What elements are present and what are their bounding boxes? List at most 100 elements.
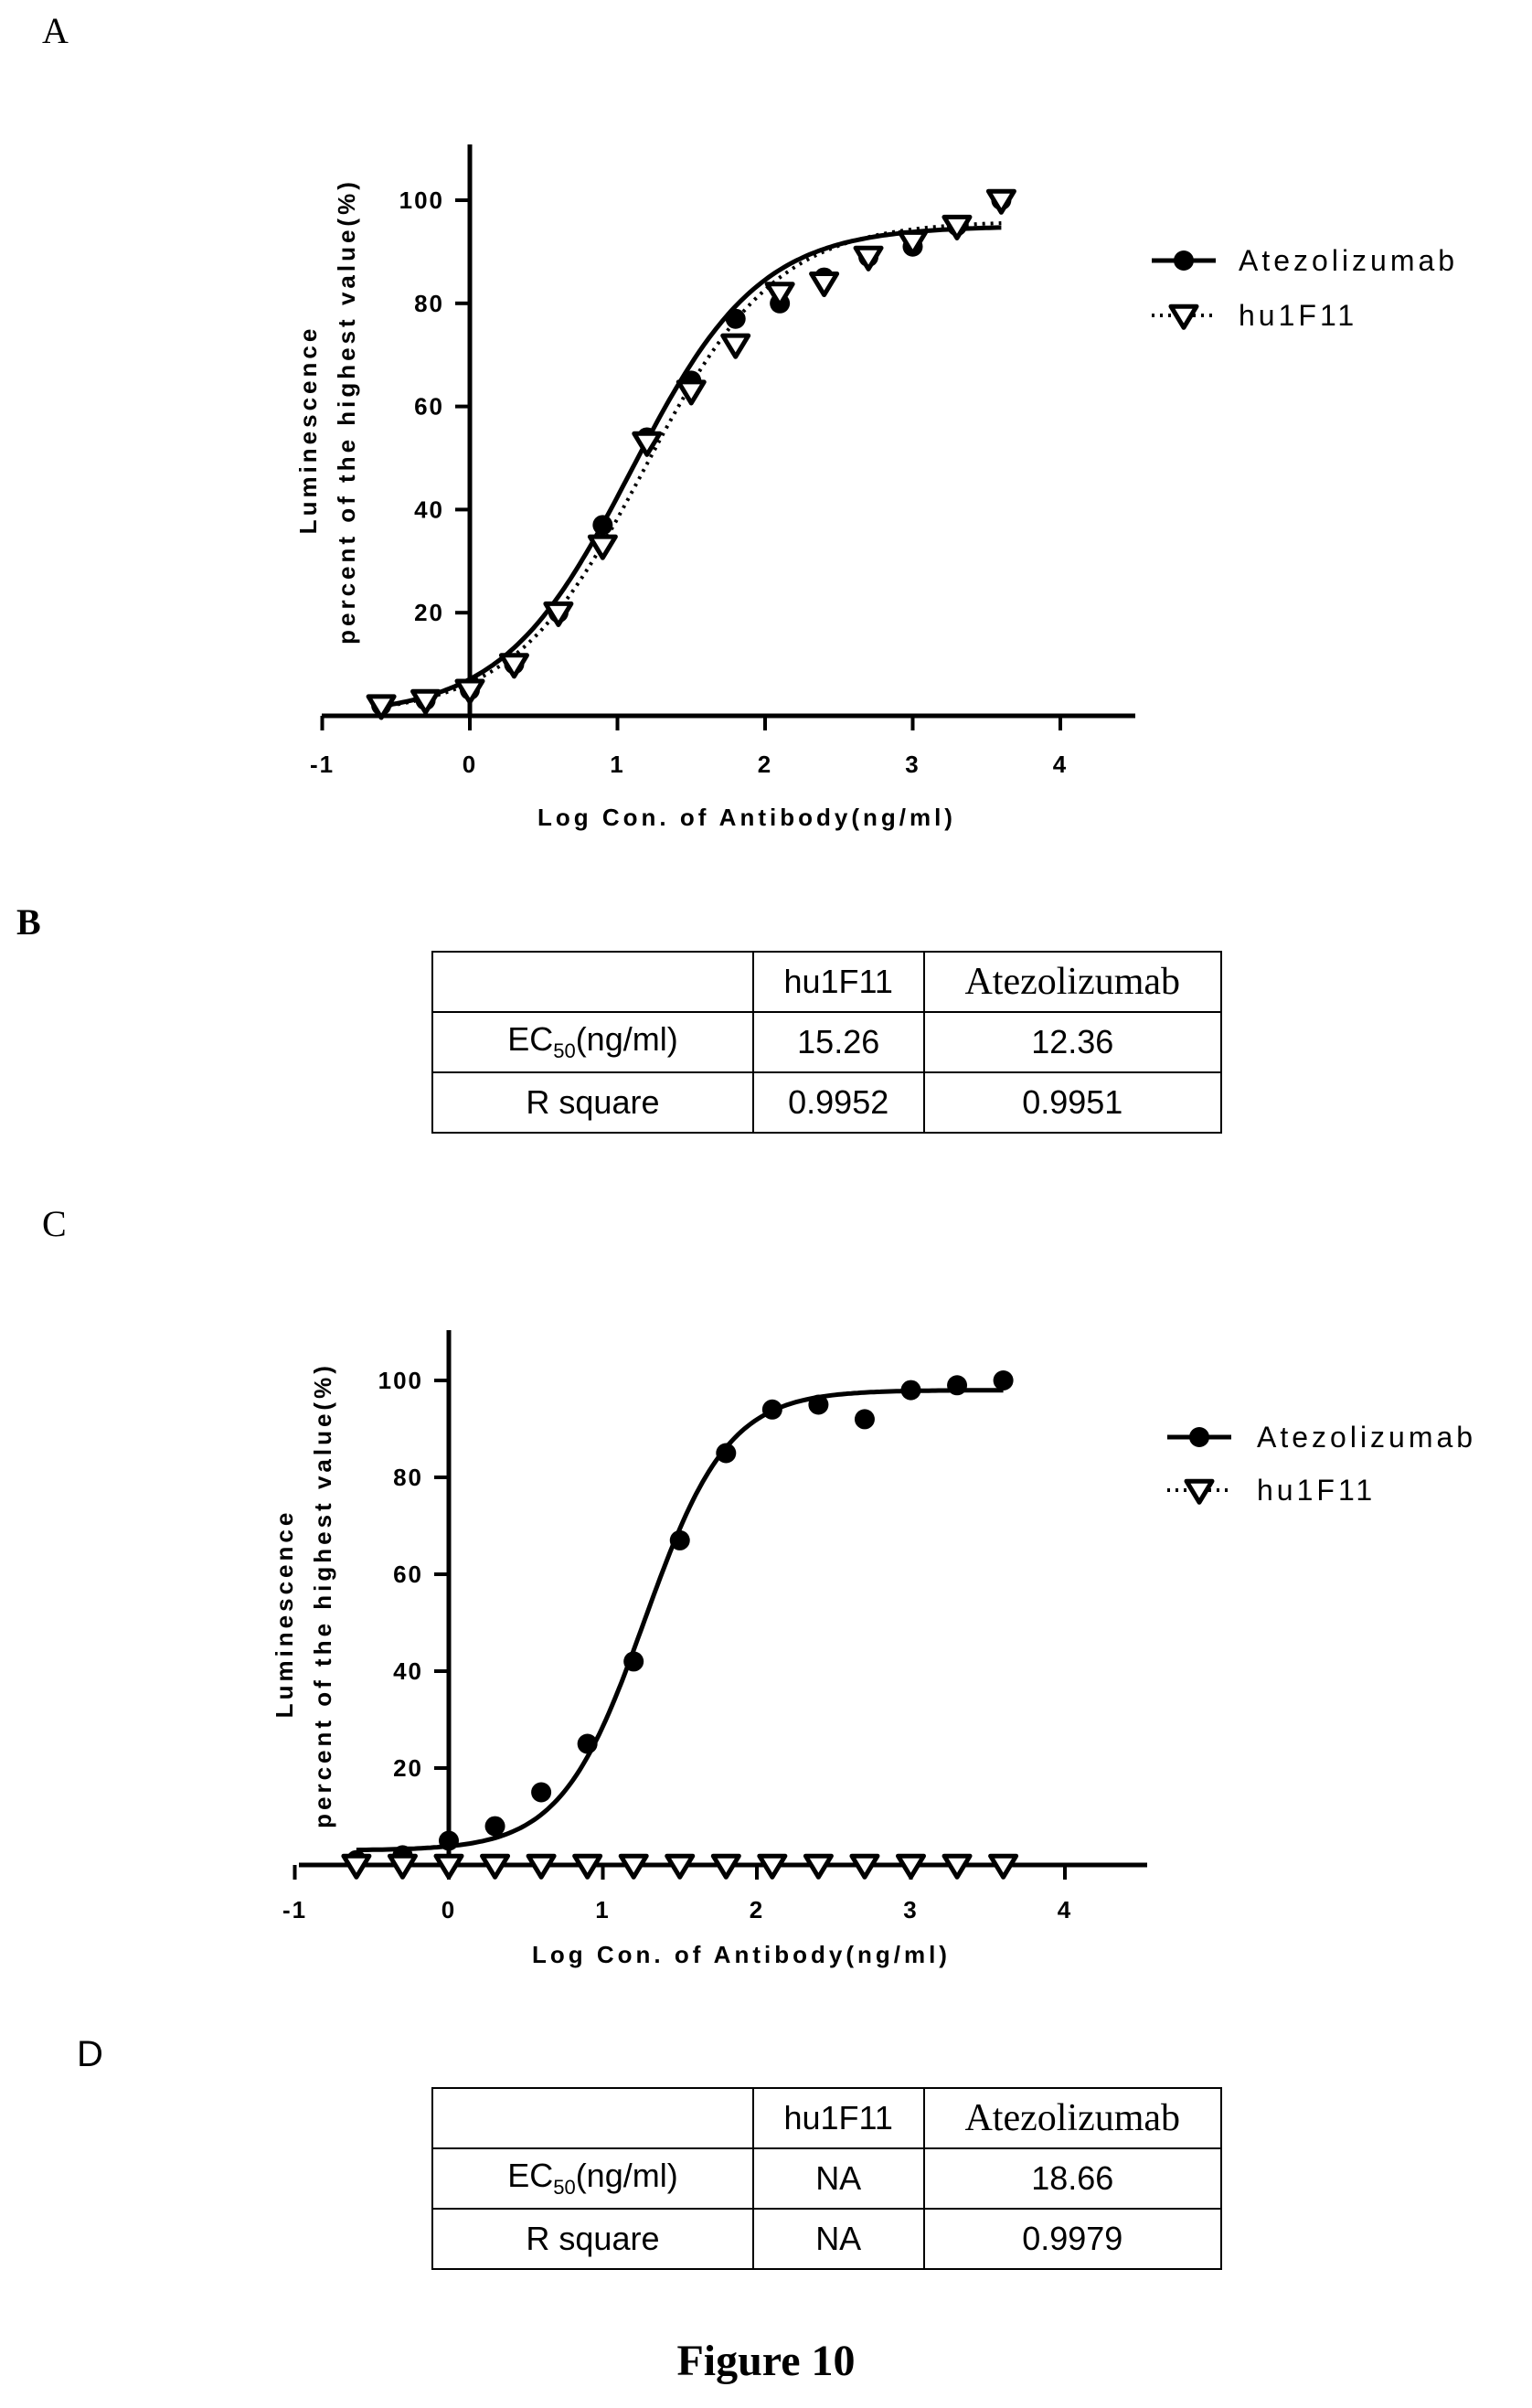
x-axis-label: Log Con. of Antibody(ng/ml)	[532, 1941, 951, 1968]
chart-c: -1 0 1 2 3 4 20 40 60 80 100 Log Con. of Antibody(n…	[271, 1330, 1473, 1968]
data-point-hu1f11	[572, 1853, 603, 1880]
legend-label-atezolizumab: Atezolizumab	[1239, 244, 1458, 277]
data-point-atezolizumab	[947, 1375, 968, 1396]
x-tick-label: 1	[610, 751, 624, 778]
data-point-hu1f11	[896, 1853, 926, 1880]
ec-unit: (ng/ml)	[575, 1020, 678, 1059]
x-tick-label: 0	[463, 751, 477, 778]
data-point-hu1f11	[942, 214, 973, 240]
data-point-hu1f11	[898, 229, 928, 256]
y-tick-label: 80	[414, 290, 444, 317]
legend-label-hu1f11: hu1F11	[1239, 299, 1357, 332]
data-point-atezolizumab	[854, 1409, 875, 1430]
data-point-atezolizumab	[993, 1370, 1014, 1390]
chart-a: -1 0 1 2 3 4 20 40 60 80 100 Log Con. of Antibody(n…	[294, 144, 1458, 831]
table-b-header-row: hu1F11 Atezolizumab	[431, 951, 1223, 1013]
table-d-ec50-atezolizumab: 18.66	[922, 2147, 1223, 2210]
table-b-header-hu1f11: hu1F11	[751, 951, 925, 1013]
legend-marker-atezolizumab	[1174, 250, 1194, 271]
y-axis-label-line1: Luminescence	[271, 1509, 298, 1719]
data-point-hu1f11	[665, 1853, 696, 1880]
ec-subscript: 50	[553, 2176, 576, 2200]
y-tick-label: 40	[414, 495, 444, 523]
table-d-rsquare-label: R square	[431, 2208, 754, 2270]
y-tick-label: 20	[414, 599, 444, 626]
data-point-atezolizumab	[669, 1529, 690, 1550]
table-d-header-atezolizumab: Atezolizumab	[922, 2087, 1223, 2149]
y-axis-label-line2: percent of the highest value(%)	[309, 1362, 336, 1828]
data-point-hu1f11	[676, 379, 707, 406]
data-point-hu1f11	[498, 653, 529, 679]
data-point-hu1f11	[803, 1853, 834, 1880]
x-tick-label: 3	[905, 751, 920, 778]
data-point-hu1f11	[433, 1853, 464, 1880]
data-point-hu1f11	[632, 431, 663, 457]
panel-label-b: B	[16, 901, 41, 943]
y-tick-label: 100	[378, 1367, 423, 1394]
ec-text: EC	[507, 1020, 554, 1059]
table-b-row-rsquare: R square 0.9952 0.9951	[431, 1071, 1223, 1134]
data-point-hu1f11	[543, 601, 574, 627]
data-point-atezolizumab	[808, 1394, 829, 1415]
data-point-hu1f11	[618, 1853, 649, 1880]
data-point-atezolizumab	[531, 1782, 552, 1803]
data-point-atezolizumab	[592, 515, 613, 536]
data-point-hu1f11	[410, 688, 442, 715]
legend-marker-atezolizumab	[1189, 1427, 1209, 1447]
figure-caption: Figure 10	[676, 2337, 856, 2385]
y-tick-label: 40	[393, 1657, 423, 1685]
data-point-atezolizumab	[725, 308, 746, 329]
data-point-atezolizumab	[439, 1830, 459, 1851]
y-axis-label-line2: percent of the highest value(%)	[333, 178, 360, 645]
data-point-hu1f11	[341, 1853, 372, 1880]
data-point-hu1f11	[587, 534, 618, 560]
panel-label-a: A	[42, 10, 69, 51]
legend-marker-hu1f11	[1168, 304, 1199, 330]
table-b-ec50-label: EC50(ng/ml)	[431, 1011, 754, 1073]
table-d-row-ec50: EC50(ng/ml) NA 18.66	[431, 2147, 1223, 2210]
ec-subscript: 50	[553, 1039, 576, 1063]
x-tick-label: -1	[310, 751, 335, 778]
table-d: hu1F11 Atezolizumab EC50(ng/ml) NA 18.66…	[431, 2087, 1223, 2270]
data-point-hu1f11	[366, 694, 397, 720]
y-tick-label: 100	[399, 186, 444, 214]
table-b-header-atezolizumab: Atezolizumab	[922, 951, 1223, 1013]
table-d-header-row: hu1F11 Atezolizumab	[431, 2087, 1223, 2149]
data-point-atezolizumab	[761, 1399, 782, 1420]
data-point-hu1f11	[853, 245, 884, 272]
data-point-hu1f11	[764, 282, 795, 308]
x-tick-label: 4	[1058, 1896, 1072, 1923]
data-point-hu1f11	[387, 1853, 418, 1880]
data-point-hu1f11	[526, 1853, 557, 1880]
ec-text: EC	[507, 2157, 554, 2195]
data-point-atezolizumab	[900, 1380, 921, 1401]
x-tick-label: 3	[903, 1896, 918, 1923]
x-axis-label: Log Con. of Antibody(ng/ml)	[537, 804, 956, 831]
table-b-rsquare-atezolizumab: 0.9951	[922, 1071, 1223, 1134]
x-tick-label: -1	[282, 1896, 307, 1923]
fit-curve-atezolizumab	[356, 1388, 1004, 1853]
data-point-atezolizumab	[623, 1651, 644, 1672]
table-d-ec50-label: EC50(ng/ml)	[431, 2147, 754, 2210]
table-d-row-rsquare: R square NA 0.9979	[431, 2208, 1223, 2270]
table-b-row-ec50: EC50(ng/ml) 15.26 12.36	[431, 1011, 1223, 1073]
x-tick-label: 2	[750, 1896, 764, 1923]
legend-label-hu1f11: hu1F11	[1257, 1474, 1376, 1507]
data-point-hu1f11	[710, 1853, 741, 1880]
table-d-ec50-hu1f11: NA	[751, 2147, 925, 2210]
data-point-hu1f11	[985, 188, 1016, 215]
data-point-hu1f11	[757, 1853, 788, 1880]
table-d-header-hu1f11: hu1F11	[751, 2087, 925, 2149]
ec-unit: (ng/ml)	[575, 2157, 678, 2195]
table-d-rsquare-atezolizumab: 0.9979	[922, 2208, 1223, 2270]
table-b-rsquare-label: R square	[431, 1071, 754, 1134]
y-axis-label-line1: Luminescence	[294, 325, 322, 535]
data-point-hu1f11	[988, 1853, 1019, 1880]
table-b-rsquare-hu1f11: 0.9952	[751, 1071, 925, 1134]
data-point-hu1f11	[809, 271, 840, 298]
data-point-hu1f11	[720, 333, 751, 359]
y-tick-label: 80	[393, 1464, 423, 1491]
y-tick-label: 20	[393, 1754, 423, 1782]
table-b-ec50-hu1f11: 15.26	[751, 1011, 925, 1073]
x-tick-label: 2	[758, 751, 772, 778]
